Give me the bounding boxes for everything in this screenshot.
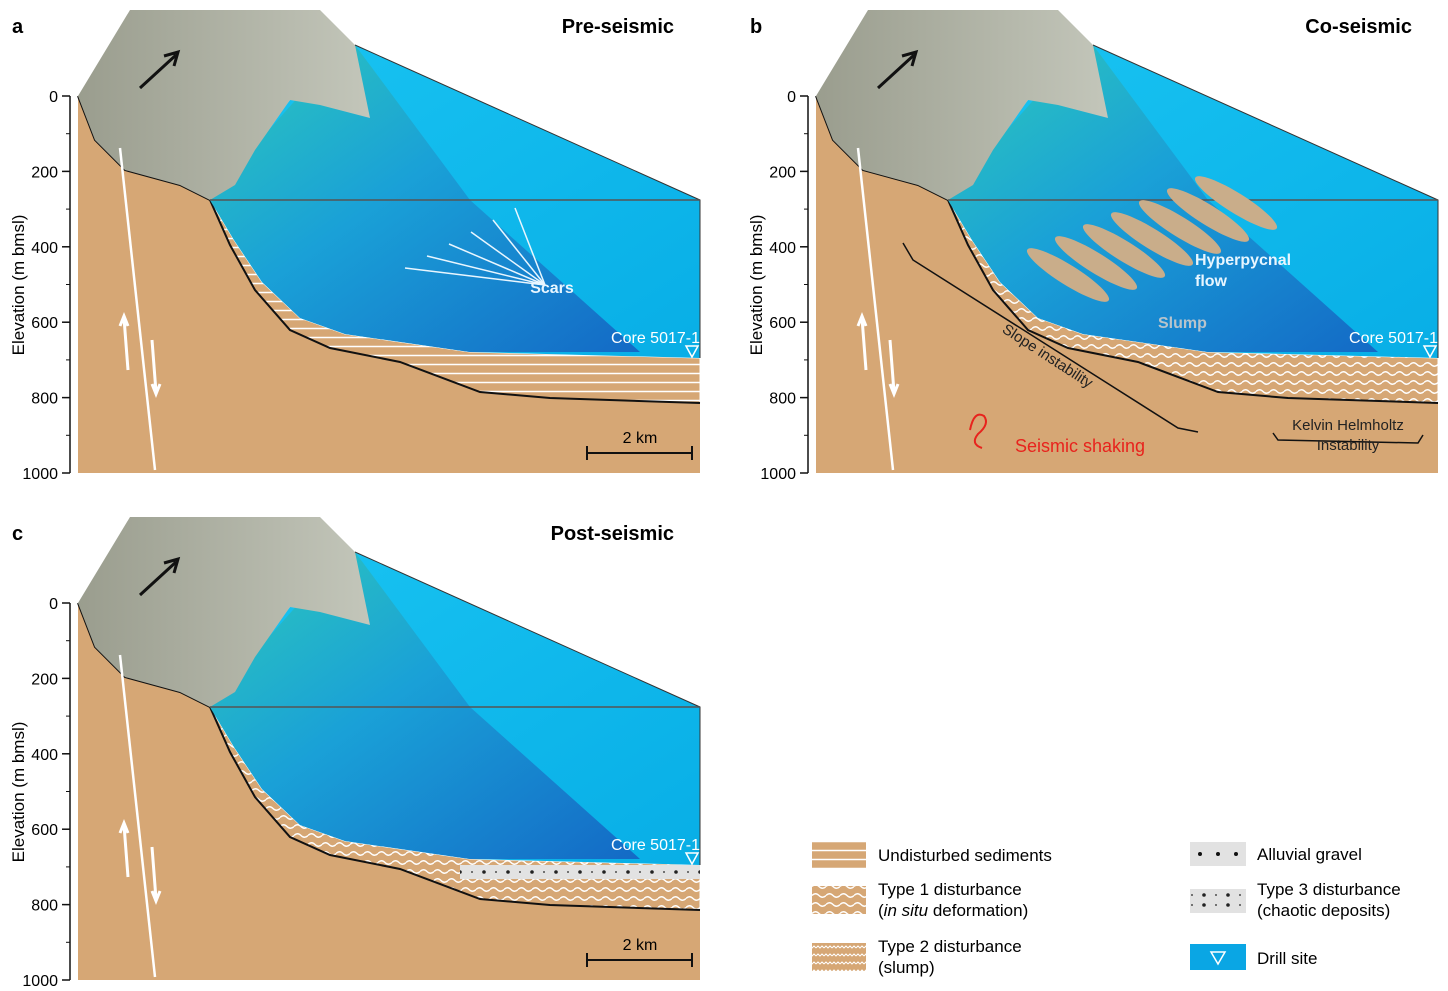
legend-label: (chaotic deposits) (1257, 901, 1390, 920)
legend-label: Type 2 disturbance (878, 937, 1022, 956)
tick-label: 800 (769, 391, 796, 408)
panel-title: Co-seismic (1305, 16, 1412, 38)
annotation: Instability (1317, 437, 1380, 454)
tick-label: 0 (49, 89, 58, 106)
tick-label: 600 (769, 315, 796, 332)
scale-label: 2 km (623, 430, 658, 447)
legend-text: Type 1 disturbance (878, 880, 1022, 899)
axis-label: Elevation (m bmsl) (747, 215, 766, 356)
panel-letter: a (12, 16, 24, 38)
swatch-type3 (1190, 889, 1246, 913)
panel: 0 200 400 600 800 1000 Elevation (m bmsl) a Pre-… (9, 10, 700, 483)
legend-label: Undisturbed sediments (878, 846, 1052, 865)
panel-letter: b (750, 16, 762, 38)
tick-label: 600 (31, 315, 58, 332)
annotation: Seismic shaking (1015, 436, 1145, 456)
tick-label: 400 (31, 747, 58, 764)
tick-label: 800 (31, 391, 58, 408)
legend-text: (chaotic deposits) (1257, 901, 1390, 920)
scale-label: 2 km (623, 937, 658, 954)
legend-text: Undisturbed sediments (878, 846, 1052, 865)
swatch-type2 (812, 943, 866, 971)
annotation: Scars (530, 280, 574, 297)
tick-label: 600 (31, 822, 58, 839)
legend-text: Alluvial gravel (1257, 845, 1362, 864)
tick-label: 200 (31, 671, 58, 688)
tick-label: 400 (31, 240, 58, 257)
legend-text: Type 3 disturbance (1257, 880, 1401, 899)
annotation: Hyperpycnal (1195, 252, 1291, 269)
annotation: Slump (1158, 315, 1207, 332)
legend-text: (slump) (878, 958, 935, 977)
panel: 0 200 400 600 800 1000 Elevation (m bmsl) b Co-s… (747, 10, 1438, 483)
tick-label: 200 (31, 164, 58, 181)
tick-label: 800 (31, 898, 58, 915)
swatch-drill (1190, 944, 1246, 970)
legend-text: deformation) (928, 901, 1028, 920)
panel-title: Pre-seismic (562, 16, 674, 38)
legend-text: Drill site (1257, 949, 1317, 968)
tick-label: 0 (49, 596, 58, 613)
swatch-undisturbed (812, 842, 866, 868)
legend-label: (in situ deformation) (878, 901, 1028, 920)
panel-title: Post-seismic (551, 523, 674, 545)
annotation: flow (1195, 273, 1228, 290)
core-label: Core 5017-1 (611, 330, 700, 347)
figure: 0 200 400 600 800 1000 Elevation (m bmsl) a Pre-… (0, 0, 1448, 986)
annotation: Kelvin Helmholtz (1292, 417, 1404, 434)
tick-label: 1000 (22, 466, 58, 483)
tick-label: 1000 (22, 973, 58, 986)
legend-label: Type 3 disturbance (1257, 880, 1401, 899)
core-label: Core 5017-1 (611, 837, 700, 854)
axis-label: Elevation (m bmsl) (9, 722, 28, 863)
legend-label: Alluvial gravel (1257, 845, 1362, 864)
axis-label: Elevation (m bmsl) (9, 215, 28, 356)
legend-label: (slump) (878, 958, 935, 977)
tick-label: 0 (787, 89, 796, 106)
tick-label: 1000 (760, 466, 796, 483)
panel: 0 200 400 600 800 1000 Elevation (m bmsl) c Post… (9, 517, 700, 986)
legend-label: Drill site (1257, 949, 1317, 968)
tick-label: 400 (769, 240, 796, 257)
tick-label: 200 (769, 164, 796, 181)
legend-text: in situ (884, 901, 929, 920)
core-label: Core 5017-1 (1349, 330, 1438, 347)
panel-letter: c (12, 523, 23, 545)
legend-text: Type 2 disturbance (878, 937, 1022, 956)
legend-label: Type 1 disturbance (878, 880, 1022, 899)
chaotic-deposit (460, 865, 700, 879)
swatch-type1 (812, 886, 866, 914)
